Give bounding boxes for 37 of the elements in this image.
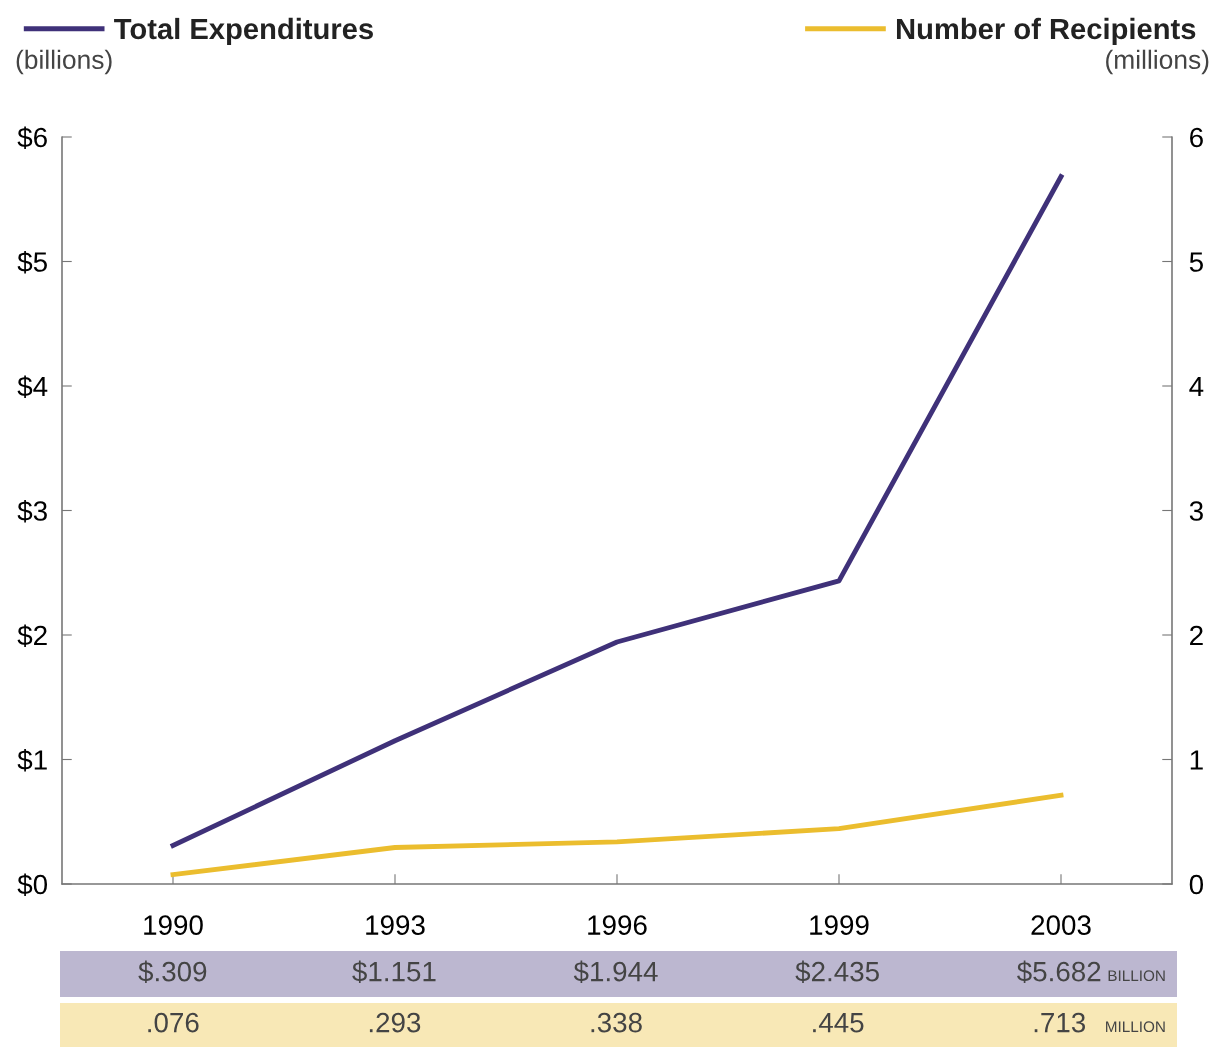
data-label: .293 [369, 1012, 421, 1033]
x-tick-label: 1999 [810, 915, 869, 935]
data-label: .076 [148, 1012, 199, 1033]
data-label: $2.435 [795, 960, 879, 984]
y-tick-label: $0 [17, 873, 48, 896]
data-label: $.309 [138, 960, 207, 984]
text: BILLION [1108, 970, 1165, 982]
data-label: .713 [1034, 1012, 1086, 1033]
data-label: $1.151 [352, 960, 436, 984]
data-label: .445 [813, 1013, 864, 1033]
data-label: $5.682 [1017, 960, 1101, 984]
y-tick-label: $4 [17, 375, 48, 398]
data-label: $1.944 [573, 960, 658, 984]
y2-tick-label: 4 [1189, 376, 1204, 397]
y2-tick-label: 1 [1190, 750, 1203, 770]
y2-tick-label: 0 [1189, 874, 1204, 895]
y2-axis-title: (millions) [1106, 49, 1209, 75]
y2-tick-label: 3 [1189, 501, 1203, 521]
x-tick-label: 1993 [366, 915, 425, 935]
legend-label: Total Expenditures [114, 17, 373, 46]
data-label: .338 [591, 1012, 642, 1033]
x-tick-label: 1990 [144, 915, 203, 935]
y2-tick-label: 5 [1189, 252, 1203, 272]
y-axis-title: (billions) [16, 49, 112, 75]
y2-tick-label: 2 [1190, 625, 1203, 646]
x-tick-label: 1996 [588, 915, 647, 935]
x-tick-label: 2003 [1031, 915, 1091, 935]
y-tick-label: $5 [17, 251, 47, 274]
y-tick-label: $6 [17, 126, 47, 149]
text: MILLION [1106, 1021, 1165, 1033]
y-tick-label: $3 [17, 500, 47, 523]
line-series [170, 792, 1064, 877]
y-tick-label: $2 [17, 624, 47, 647]
legend-label: Number of Recipients [896, 17, 1196, 46]
line-series [170, 174, 1064, 848]
y2-tick-label: 6 [1190, 127, 1203, 148]
y-tick-label: $1 [17, 749, 47, 772]
